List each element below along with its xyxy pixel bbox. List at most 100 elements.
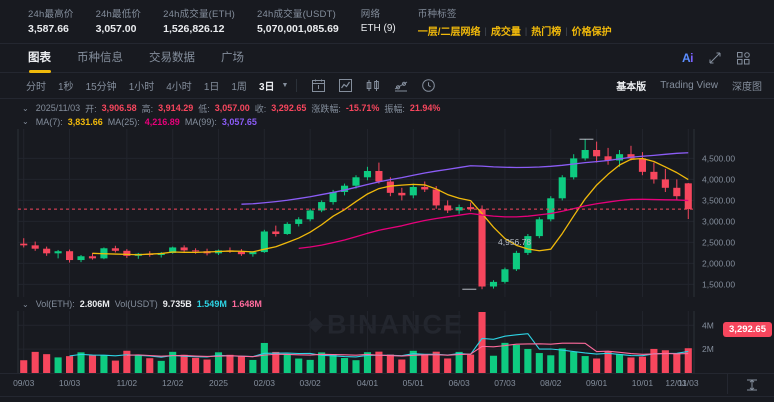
svg-text:07/03: 07/03 [494,378,516,388]
indicator-chart-icon[interactable] [339,79,353,92]
coin-tag-volume[interactable]: 成交量 [490,27,521,38]
low-label: 低: [198,103,210,114]
candle-type-icon[interactable] [366,79,380,92]
svg-text:10/03: 10/03 [59,378,81,388]
tab-bar-actions: Ai [682,51,762,65]
ma-legend: ⌄ MA(7): 3,831.66 MA(25): 4,216.89 MA(99… [0,114,774,129]
close-value: 3,292.65 [271,103,307,113]
svg-text:4,000.00: 4,000.00 [702,174,735,184]
tab-trade-data[interactable]: 交易数据 [149,51,195,64]
svg-text:12/02: 12/02 [162,378,184,388]
price-chart-area[interactable]: BINANCE 4,500.00 4,000.00 3,500.00 3,000.00… [0,129,774,340]
timeframe-1d[interactable]: 1日 [203,82,220,93]
svg-text:11/02: 11/02 [117,378,138,388]
axis-divider [727,374,728,394]
vol-usdt-label: Vol(USDT) [114,299,158,309]
svg-text:3,500.00: 3,500.00 [702,195,735,205]
toolbar-divider [296,79,298,92]
tab-chart[interactable]: 图表 [28,44,51,73]
vol-ma1-value: 1.549M [196,299,227,309]
collapse-chevron-icon[interactable]: ⌄ [22,299,29,309]
ma25-value: 4,216.89 [144,116,180,127]
calendar-icon[interactable] [312,79,326,92]
ma25-label: MA(25): [107,116,140,127]
svg-text:04/01: 04/01 [357,378,379,388]
date-axis[interactable]: 09/03 10/03 11/02 12/02 2025 02/03 03/02 04/01 0… [0,373,774,396]
tag-separator: | [484,25,487,36]
svg-text:3,000.00: 3,000.00 [702,216,735,226]
stat-low-24h: 24h最低价 3,057.00 [96,6,142,35]
bottom-bar [0,396,774,402]
vol-eth-label: Vol(ETH): [35,299,75,309]
volume-chart-area[interactable]: 4M 2M [0,311,774,373]
view-mode-depth[interactable]: 深度图 [732,82,762,93]
stat-value: 3,587.66 [28,23,69,35]
open-label: 开: [85,103,97,114]
timeframe-15m[interactable]: 15分钟 [85,82,117,93]
current-price-tag: 3,292.65 [723,322,772,337]
coin-tag-layer[interactable]: 一层/二层网络 [417,27,481,38]
timeframe-1h[interactable]: 1小时 [128,82,155,93]
view-mode-basic[interactable]: 基本版 [616,82,647,93]
amplitude-label: 振幅: [384,103,405,114]
collapse-chevron-icon[interactable]: ⌄ [22,103,29,113]
vol-usdt-value: 9.735B [162,299,192,309]
open-value: 3,906.58 [101,103,137,113]
tab-square[interactable]: 广场 [221,51,244,64]
change-value: -15.71% [345,103,380,113]
market-stats-bar: 24h最高价 3,587.66 24h最低价 3,057.00 24h成交量(E… [0,0,774,44]
stat-value: 1,526,826.12 [163,23,225,35]
main-tab-bar: 图表 币种信息 交易数据 广场 Ai [0,44,774,73]
collapse-chevron-icon[interactable]: ⌄ [22,117,29,126]
svg-text:4M: 4M [702,320,714,330]
price-chart-svg[interactable]: 4,500.00 4,000.00 3,500.00 3,000.00 2,500.00… [0,129,774,297]
svg-text:2M: 2M [702,344,714,354]
timeframe-realtime[interactable]: 分时 [26,82,46,93]
stat-label: 24h成交量(ETH) [163,9,236,20]
coin-tag-price-protect[interactable]: 价格保护 [571,27,612,38]
vol-ma2-value: 1.648M [231,299,262,309]
time-scale-icon[interactable] [746,378,758,396]
svg-text:2025: 2025 [209,378,228,388]
volume-chart-svg[interactable]: 4M 2M [0,311,774,373]
low-value: 3,057.00 [214,103,250,113]
compare-icon[interactable] [394,79,408,92]
view-mode-tradingview[interactable]: Trading View [660,80,718,91]
date-axis-svg: 09/03 10/03 11/02 12/02 2025 02/03 03/02 04/01 0… [13,378,699,388]
high-value: 3,914.29 [158,103,194,113]
timeframe-1s[interactable]: 1秒 [58,82,74,93]
stat-value: ETH (9) [360,23,396,34]
tab-coin-info[interactable]: 币种信息 [77,51,123,64]
stat-volume-eth: 24h成交量(ETH) 1,526,826.12 [163,6,235,35]
expand-icon[interactable] [709,52,721,64]
svg-text:4,500.00: 4,500.00 [702,153,735,163]
change-label: 涨跌幅: [311,103,341,114]
chart-toolbar: 分时 1秒 15分钟 1小时 4小时 1日 1周 3日 ▼ 基本版 Tradin… [0,73,774,99]
stat-label: 网络 [360,9,381,20]
stat-label: 24h成交量(USDT) [257,9,336,20]
timeframe-1w[interactable]: 1周 [231,82,247,93]
coin-tag-list: 一层/二层网络 | 成交量 | 热门榜 | 价格保护 [417,23,612,39]
stat-label: 24h最低价 [95,9,142,20]
ohlc-date: 2025/11/03 [35,103,81,113]
ai-assistant-icon[interactable]: Ai [681,51,694,65]
svg-text:02/03: 02/03 [254,378,276,388]
timeframe-3d[interactable]: 3日 [258,82,275,93]
ma7-label: MA(7): [35,116,63,127]
ohlc-legend: ⌄ 2025/11/03 开: 3,906.58 高: 3,914.29 低: … [0,99,774,114]
timeframe-4h[interactable]: 4小时 [166,82,192,93]
stat-volume-usdt: 24h成交量(USDT) 5,070,001,085.69 [257,6,339,35]
tag-separator: | [524,25,528,36]
ma99-value: 3,057.65 [221,116,257,127]
chevron-down-icon[interactable]: ▼ [281,82,289,89]
ma99-label: MA(99): [184,116,217,127]
svg-text:12/03: 12/03 [665,378,687,388]
svg-text:2,000.00: 2,000.00 [702,258,735,268]
high-label: 高: [141,103,154,114]
coin-tag-hot[interactable]: 热门榜 [531,27,562,38]
vol-eth-value: 2.806M [79,299,110,309]
settings-icon[interactable] [422,79,436,92]
layout-grid-icon[interactable] [737,51,750,65]
close-label: 收: [254,103,267,114]
